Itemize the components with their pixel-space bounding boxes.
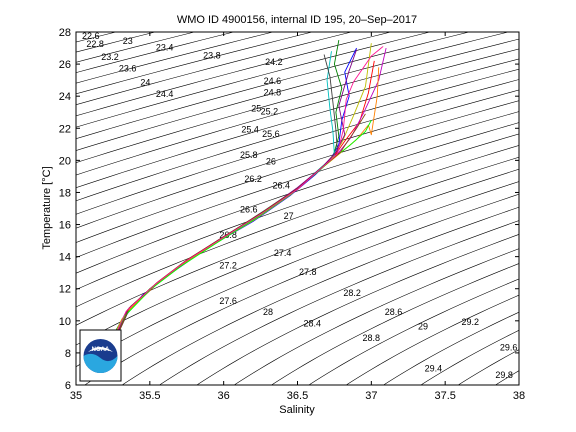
density-contour-line xyxy=(76,111,519,258)
density-contour-line xyxy=(196,234,519,385)
density-contour-line xyxy=(76,89,519,229)
x-tick-label: 36.5 xyxy=(287,390,308,402)
density-contour-line xyxy=(76,32,432,128)
density-contour-line xyxy=(308,278,519,385)
y-tick-label: 20 xyxy=(59,155,71,167)
density-contour-label: 29.4 xyxy=(425,363,443,373)
density-contour-label: 27 xyxy=(284,211,294,221)
y-tick-label: 18 xyxy=(59,187,71,199)
y-tick-label: 10 xyxy=(59,316,71,328)
noaa-logo-gull xyxy=(88,347,113,352)
density-contour-line xyxy=(76,156,519,326)
y-tick-label: 24 xyxy=(59,91,71,103)
y-tick-label: 16 xyxy=(59,220,71,232)
density-contour-line xyxy=(76,58,519,189)
density-contour-line xyxy=(158,220,519,385)
density-contour-label: 25.2 xyxy=(261,107,279,117)
chart-title: WMO ID 4900156, internal ID 195, 20–Sep–… xyxy=(177,14,417,26)
density-contour-line xyxy=(76,168,519,346)
density-contour-line xyxy=(76,145,519,308)
density-contour-label: 26.4 xyxy=(273,180,291,190)
density-contour-label: 28 xyxy=(263,307,273,317)
density-contour-label: 28.6 xyxy=(385,307,403,317)
density-contour-label: 28.4 xyxy=(304,318,322,328)
density-contour-line xyxy=(76,32,510,151)
density-contour-line xyxy=(494,370,519,385)
density-contour-label: 23.2 xyxy=(101,52,119,62)
profile-line-12 xyxy=(112,46,384,341)
density-contour-line xyxy=(345,294,519,385)
density-contour-label: 25 xyxy=(251,103,261,113)
density-contour-line xyxy=(76,32,471,140)
noaa-logo: NOAA xyxy=(79,329,122,382)
density-contour-line xyxy=(76,100,519,243)
density-contour-line xyxy=(76,48,519,176)
density-contour-label: 25.6 xyxy=(262,129,280,139)
y-tick-label: 14 xyxy=(59,252,71,264)
density-contour-label: 29.6 xyxy=(500,342,518,352)
noaa-logo-text: NOAA xyxy=(92,347,110,353)
x-tick-label: 36 xyxy=(218,390,230,402)
density-contour-line xyxy=(420,329,519,385)
y-axis-ticks: 6 8 10 12 14 16 18 20 22 24 26 28 xyxy=(59,27,519,392)
x-axis-ticks: 35 35.5 36 36.5 37 37.5 38 xyxy=(70,32,525,402)
x-tick-label: 38 xyxy=(513,390,525,402)
density-contour-label: 23.4 xyxy=(156,42,174,52)
y-tick-label: 26 xyxy=(59,59,71,71)
y-tick-label: 12 xyxy=(59,284,71,296)
density-contour-label: 23.8 xyxy=(203,50,221,60)
y-axis-label: Temperature [°C] xyxy=(41,166,53,249)
density-contour-line xyxy=(271,263,519,385)
density-contour-label: 27.6 xyxy=(219,296,237,306)
density-contour-line xyxy=(233,248,519,385)
density-contour-line xyxy=(76,32,392,117)
density-contour-line xyxy=(383,311,519,385)
density-contour-line xyxy=(76,122,519,274)
density-contour-label: 29.2 xyxy=(462,317,480,327)
y-tick-label: 8 xyxy=(65,348,71,360)
density-contour-label: 24.8 xyxy=(264,87,282,97)
density-contour-label: 26.6 xyxy=(240,204,258,214)
density-contour-label: 29 xyxy=(418,322,428,332)
y-tick-label: 22 xyxy=(59,123,71,135)
density-contour-line xyxy=(457,349,519,385)
density-contour-line xyxy=(76,32,314,95)
x-tick-label: 35.5 xyxy=(139,390,160,402)
density-contour-label: 24 xyxy=(140,78,150,88)
x-axis-label: Salinity xyxy=(279,404,315,416)
density-contour-label: 28.8 xyxy=(363,333,381,343)
density-contour-label: 22.8 xyxy=(86,39,104,49)
density-contour-label: 23.6 xyxy=(119,63,137,73)
density-contour-line xyxy=(76,32,353,106)
density-contour-line xyxy=(76,38,519,163)
density-contour-label: 29.8 xyxy=(495,370,513,380)
density-contour-line xyxy=(121,206,519,385)
x-tick-label: 35 xyxy=(70,390,82,402)
density-contour-label: 27.2 xyxy=(219,261,237,271)
density-contour-label: 26 xyxy=(266,156,276,166)
density-contour-label: 24.4 xyxy=(156,89,174,99)
density-contour-label: 22.6 xyxy=(82,31,100,41)
density-contour-labels: 22.622.8 23 23.2 23.4 23.6 23.8 24 24.2 24.4 24.6… xyxy=(82,31,518,380)
density-contour-label: 28.2 xyxy=(343,288,361,298)
density-contour-label: 23 xyxy=(123,36,133,46)
density-contour-line xyxy=(76,68,519,202)
profile-series xyxy=(108,39,387,346)
density-contour-label: 27.8 xyxy=(299,267,317,277)
density-contour-line xyxy=(84,193,519,385)
x-tick-label: 37.5 xyxy=(434,390,455,402)
noaa-logo-wave xyxy=(83,353,118,373)
density-contour-label: 26.2 xyxy=(244,174,262,184)
density-contour-label: 27.4 xyxy=(274,248,292,258)
density-contour-label: 25.8 xyxy=(240,150,258,160)
x-tick-label: 37 xyxy=(365,390,377,402)
density-contour-label: 24.6 xyxy=(264,76,282,86)
y-tick-label: 28 xyxy=(59,27,71,39)
y-tick-label: 6 xyxy=(65,380,71,392)
density-contour-label: 25.4 xyxy=(241,124,259,134)
density-contour-label: 24.2 xyxy=(265,57,283,67)
density-contour-line xyxy=(76,79,519,215)
